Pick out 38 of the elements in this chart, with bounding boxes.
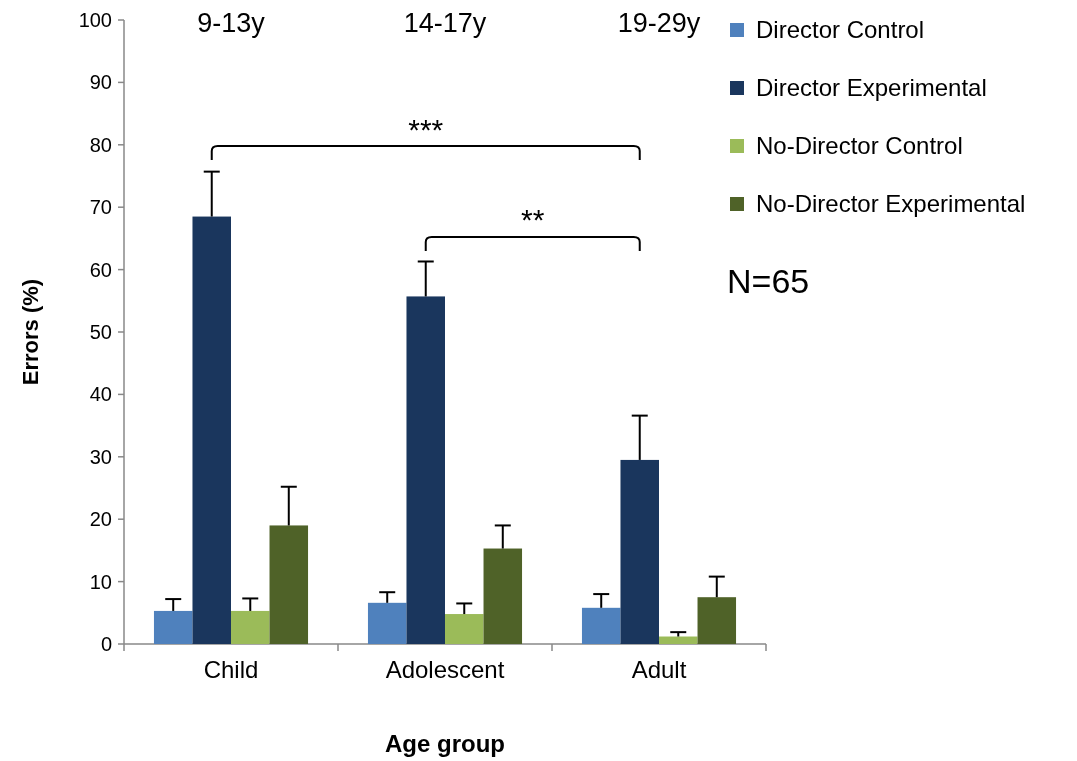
y-tick-label: 0 [100, 633, 112, 655]
annotation: 14-17y [403, 8, 487, 38]
x-tick-label: Child [203, 656, 259, 683]
x-axis-title: Age group [385, 730, 505, 757]
bar [620, 459, 659, 644]
annotation: *** [408, 113, 444, 146]
y-tick-label: 60 [89, 258, 112, 281]
bar [367, 602, 407, 644]
y-tick-label: 70 [89, 196, 112, 219]
legend-label: Director Control [756, 16, 925, 44]
x-tick-label: Adolescent [385, 656, 505, 683]
y-tick-label: 20 [89, 508, 112, 531]
y-tick-label: 90 [89, 71, 112, 94]
legend-label: No-Director Experimental [756, 190, 1026, 218]
bar [445, 614, 484, 644]
bar [231, 610, 270, 644]
legend-label: Director Experimental [756, 74, 987, 102]
annotation: 19-29y [617, 8, 701, 38]
y-tick-label: 10 [89, 570, 112, 593]
bar [153, 610, 193, 644]
annotation: ** [521, 203, 545, 236]
bar [697, 597, 737, 644]
legend-label: No-Director Control [756, 132, 963, 160]
bar [269, 525, 309, 644]
annotation: 9-13y [197, 8, 266, 38]
bar [659, 636, 698, 644]
bar [581, 607, 621, 644]
y-tick-label: 80 [89, 133, 112, 156]
bar [483, 548, 523, 644]
y-axis-title: Errors (%) [18, 278, 43, 386]
y-tick-label: 40 [89, 383, 112, 406]
annotation: N=65 [727, 262, 810, 300]
y-tick-label: 50 [89, 321, 112, 343]
bar [192, 216, 231, 644]
bar [406, 296, 445, 644]
y-tick-label: 30 [89, 445, 112, 468]
y-tick-label: 100 [78, 9, 112, 31]
x-tick-label: Adult [631, 656, 687, 683]
